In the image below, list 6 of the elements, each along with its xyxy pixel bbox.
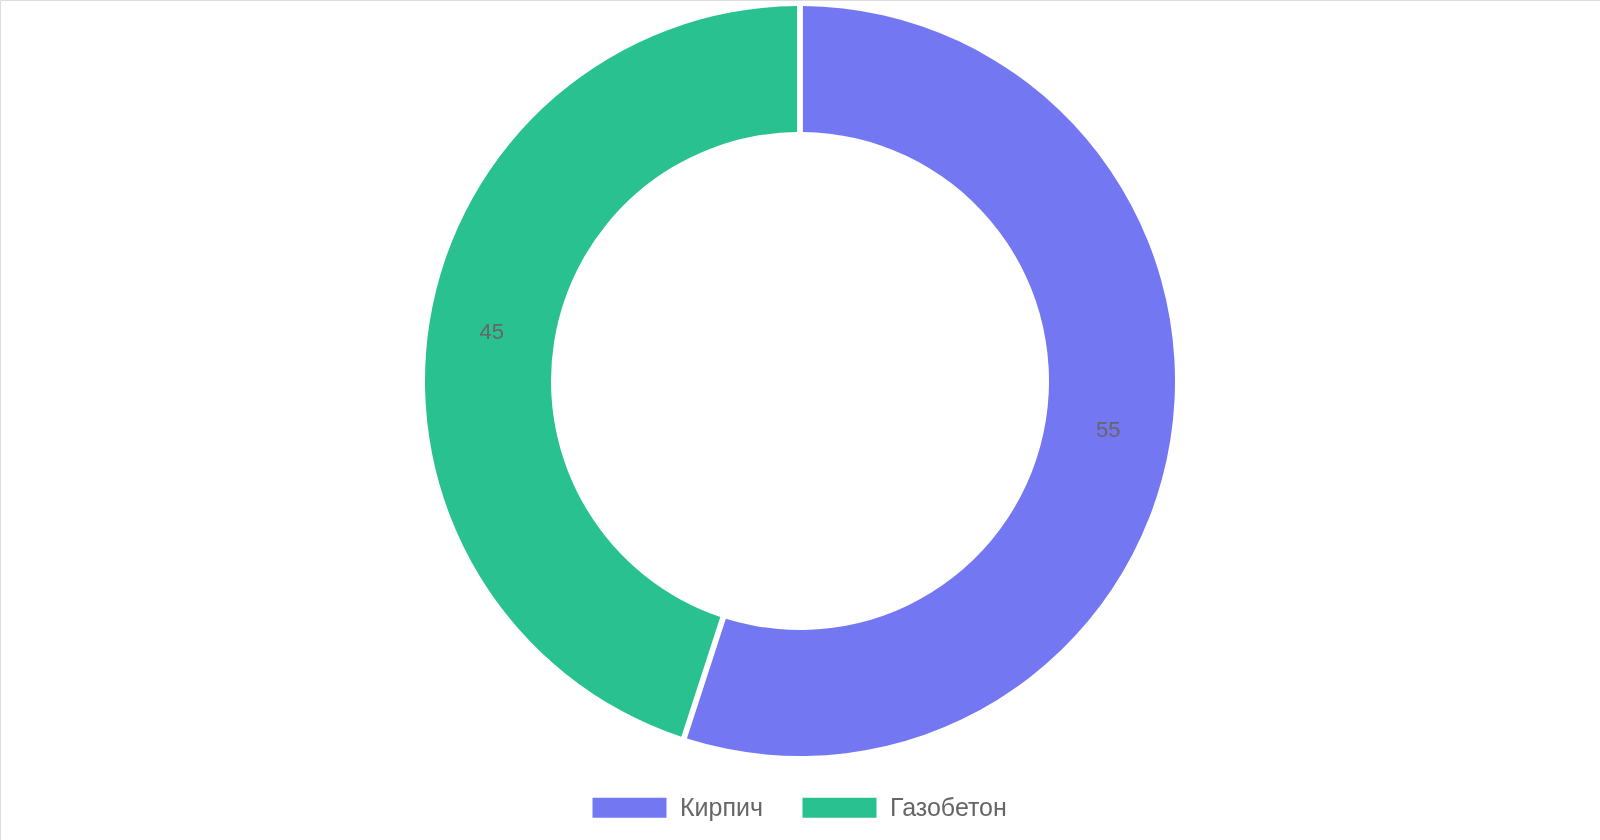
legend-label: Кирпич xyxy=(680,792,763,821)
legend-label: Газобетон xyxy=(890,792,1007,821)
data-label: 55 xyxy=(1095,416,1121,442)
donut-slice xyxy=(425,6,798,737)
donut-slice xyxy=(686,6,1175,756)
data-label: 45 xyxy=(479,319,505,345)
